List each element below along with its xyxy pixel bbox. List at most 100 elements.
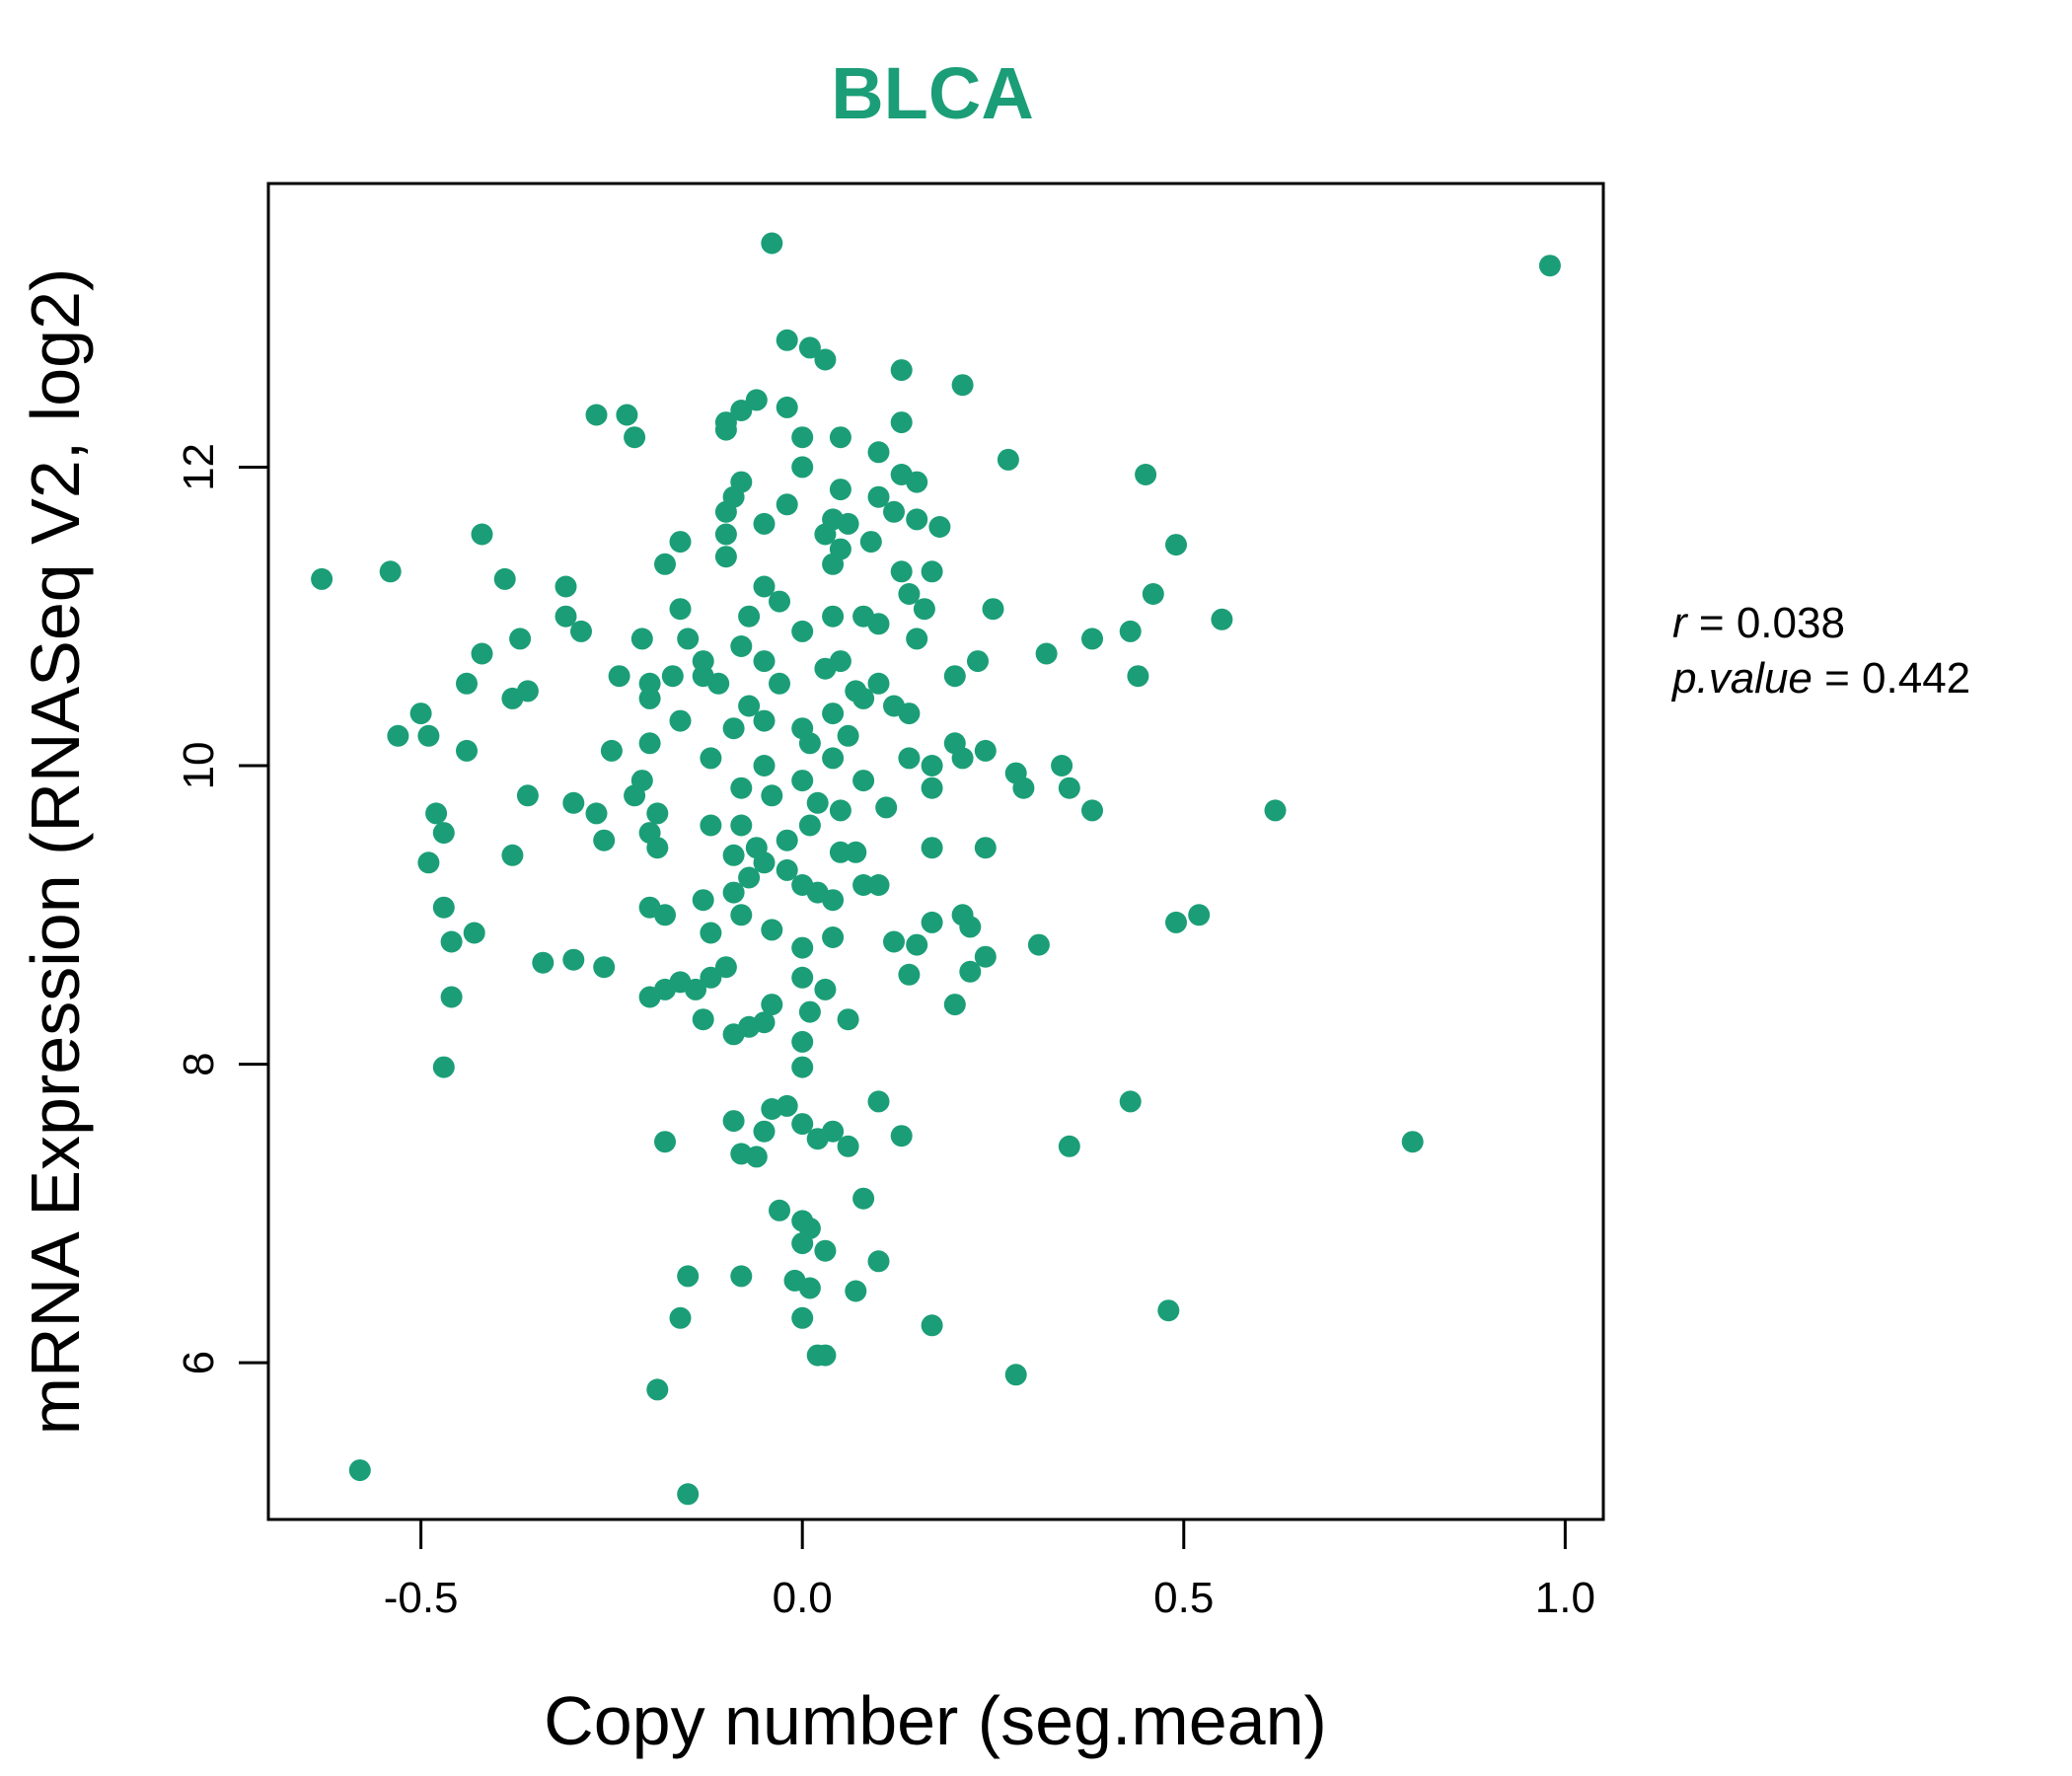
data-point (1401, 1131, 1424, 1153)
data-point (761, 994, 783, 1016)
data-point (432, 822, 455, 845)
data-point (1058, 1135, 1080, 1157)
data-point (646, 1378, 669, 1401)
data-point (1142, 583, 1164, 605)
data-point (745, 389, 768, 411)
data-point (814, 978, 837, 1000)
data-point (837, 724, 859, 747)
data-point (624, 784, 646, 807)
data-point (867, 874, 890, 896)
data-point (1058, 777, 1080, 799)
data-point (753, 755, 776, 777)
data-point (829, 479, 851, 501)
x-axis: -0.5 0.0 0.5 1.0 (384, 1517, 1595, 1622)
x-tick-label: 0.5 (1153, 1574, 1214, 1622)
data-point (906, 628, 928, 650)
data-point (921, 1314, 943, 1337)
data-point (387, 724, 409, 747)
y-tick-label: 6 (175, 1351, 223, 1374)
data-point (791, 456, 814, 479)
data-point (822, 553, 845, 575)
y-axis-title: mRNA Expression (RNASeq V2, log2) (17, 268, 94, 1436)
data-point (798, 1277, 821, 1299)
data-point (875, 796, 898, 819)
data-point (852, 770, 875, 792)
data-point (921, 777, 943, 799)
data-point (814, 348, 837, 371)
data-point (753, 1120, 776, 1143)
data-point (921, 911, 943, 933)
data-point (776, 858, 798, 881)
data-point (852, 1187, 875, 1210)
data-point (722, 881, 745, 904)
data-point (707, 672, 730, 695)
data-point (753, 512, 776, 535)
data-point (913, 598, 935, 621)
data-point (463, 922, 485, 944)
data-point (791, 936, 814, 959)
p-value: 0.442 (1862, 654, 1970, 703)
chart-title: BLCA (831, 52, 1034, 134)
data-point (791, 620, 814, 642)
correlation-stat: r = 0.038 (1672, 599, 1845, 647)
data-point (951, 374, 974, 397)
data-point (669, 531, 692, 554)
data-point (921, 755, 943, 777)
data-point (837, 1008, 859, 1031)
data-point (1127, 665, 1149, 688)
data-point (425, 802, 448, 825)
data-point (1157, 1299, 1180, 1322)
data-point (738, 866, 761, 889)
data-point (997, 448, 1019, 471)
data-point (722, 844, 745, 866)
data-point (417, 851, 440, 874)
data-point (630, 628, 653, 650)
data-point (791, 1232, 814, 1255)
data-point (456, 739, 478, 762)
data-point (974, 945, 997, 968)
data-point (890, 359, 913, 382)
data-point (776, 829, 798, 851)
data-point (859, 531, 882, 554)
x-axis-title: Copy number (seg.mean) (544, 1682, 1327, 1759)
data-point (722, 717, 745, 740)
data-point (677, 1483, 700, 1506)
data-point (791, 966, 814, 989)
data-point (654, 904, 676, 926)
data-point (791, 426, 814, 449)
data-point (798, 732, 821, 755)
data-point (769, 590, 790, 613)
data-point (432, 1056, 455, 1078)
data-point (646, 802, 669, 825)
data-point (714, 546, 737, 568)
data-point (959, 960, 982, 983)
data-point (722, 1110, 745, 1133)
y-tick-label: 10 (175, 742, 223, 790)
data-point (722, 1023, 745, 1046)
data-point (867, 1250, 890, 1273)
data-point (730, 904, 753, 926)
data-point (638, 687, 661, 709)
data-point (791, 770, 814, 792)
data-point (822, 703, 845, 725)
data-point (700, 814, 722, 837)
data-point (661, 665, 684, 688)
data-point (432, 896, 455, 919)
p-label: p.value (1670, 654, 1813, 703)
data-point (570, 620, 592, 642)
data-point (471, 642, 493, 665)
data-point (822, 889, 845, 912)
y-tick-label: 12 (175, 443, 223, 491)
data-point (692, 889, 714, 912)
data-point (1165, 534, 1187, 556)
data-point (730, 814, 753, 837)
data-point (1188, 904, 1211, 926)
x-tick-label: 1.0 (1535, 1574, 1595, 1622)
data-point (738, 605, 761, 628)
data-point (776, 329, 798, 351)
data-point (1264, 799, 1287, 822)
data-point (417, 724, 440, 747)
data-point (822, 747, 845, 770)
data-point (791, 1113, 814, 1136)
